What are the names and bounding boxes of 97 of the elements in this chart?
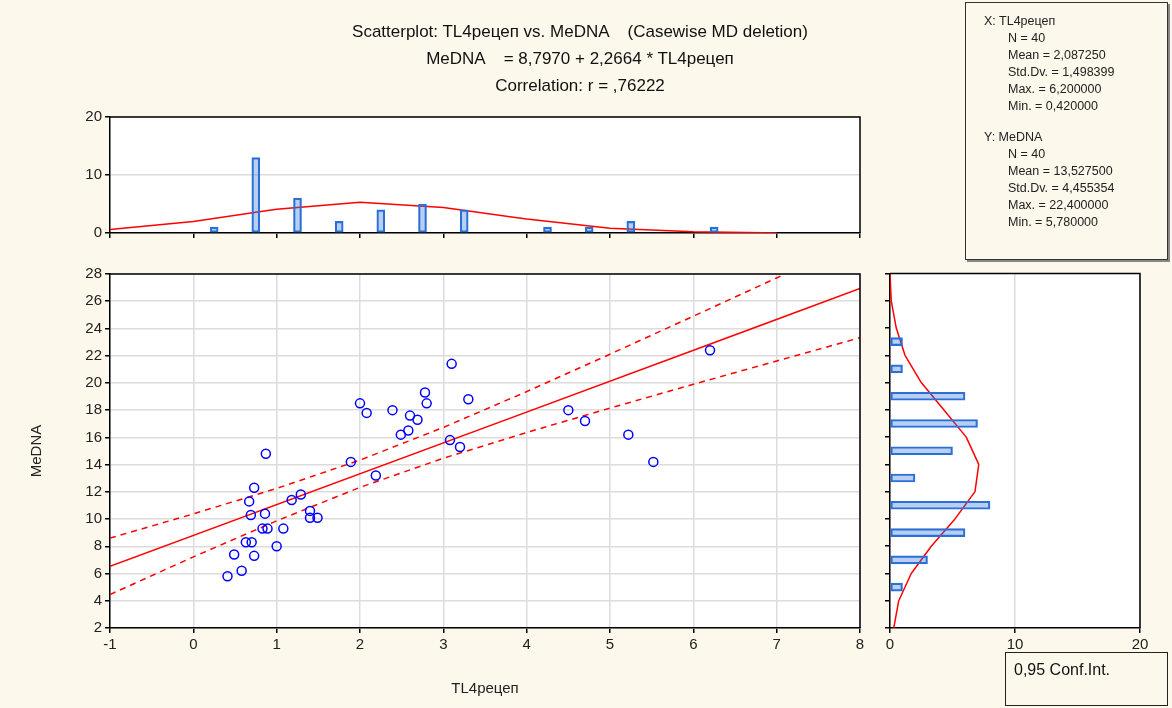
point	[259, 508, 271, 519]
point	[286, 494, 297, 506]
point	[228, 549, 240, 560]
bar	[890, 555, 928, 565]
y-tick-label: 12	[85, 481, 102, 499]
point	[404, 410, 416, 421]
point	[361, 407, 372, 419]
bar	[890, 473, 916, 483]
x-tick-label: 3	[439, 635, 448, 653]
bar	[890, 391, 966, 401]
text: Std.Dv. = 4,455354	[1007, 180, 1116, 197]
x-tick-label: 4	[522, 635, 531, 653]
chart-subtitle: MeDNA = 8,7970 + 2,2664 * TL4рецеп	[425, 48, 735, 70]
x-tick-label: -1	[103, 635, 117, 653]
point	[387, 404, 398, 416]
text: X: TL4рецеп	[983, 13, 1057, 30]
point	[248, 550, 260, 562]
y-tick-label: 18	[85, 400, 102, 418]
x-tick-label: 10	[1006, 635, 1024, 653]
x-tick-label: 2	[355, 635, 365, 653]
point	[354, 398, 366, 409]
point	[271, 541, 282, 552]
point	[403, 425, 414, 436]
x-tick-label: 7	[772, 635, 781, 653]
x-tick-label: 6	[689, 635, 698, 653]
y-tick-label: 24	[85, 318, 102, 336]
y-tick-label: 20	[85, 373, 102, 391]
bar	[890, 446, 953, 456]
point	[257, 523, 268, 534]
y-tick-label: 4	[93, 590, 102, 608]
text: N = 40	[1007, 30, 1047, 47]
point	[563, 404, 574, 416]
y-tick-label: 26	[85, 291, 102, 309]
chart-title: Scatterplot: TL4рецеп vs. MeDNA (Casewise MD deletion)	[351, 21, 809, 43]
bar	[251, 157, 261, 233]
point	[245, 509, 257, 521]
point	[412, 414, 423, 425]
point	[312, 512, 323, 523]
point	[446, 358, 457, 370]
text: N = 40	[1007, 146, 1047, 163]
y-tick-label: 10	[85, 165, 102, 183]
y-tick-label: 28	[85, 264, 102, 282]
y-axis-title: MeDNA	[27, 424, 45, 478]
x-tick-label: 8	[855, 635, 865, 653]
point	[648, 456, 659, 468]
point	[704, 345, 716, 356]
point	[236, 565, 247, 577]
bar	[890, 500, 991, 510]
y-tick-label: 2	[93, 618, 102, 636]
text: 0,95 Conf.Int.	[1005, 652, 1168, 706]
point	[623, 429, 634, 440]
point	[395, 429, 407, 440]
y-tick-label: 22	[85, 345, 102, 363]
y-tick-label: 6	[93, 563, 102, 581]
point	[243, 496, 255, 507]
point	[444, 434, 456, 446]
text: Max. = 6,200000	[1007, 81, 1103, 98]
point	[262, 523, 273, 534]
point	[370, 470, 382, 481]
point	[454, 441, 466, 453]
text: Y: MeDNA	[983, 129, 1044, 146]
point	[278, 523, 289, 534]
point	[421, 398, 432, 409]
point	[260, 448, 272, 459]
x-tick-label: 20	[1131, 635, 1149, 653]
text: Std.Dv. = 1,498399	[1007, 64, 1116, 81]
bar	[376, 209, 386, 233]
x-axis-title: TL4рецеп	[451, 679, 519, 697]
point	[222, 571, 233, 582]
y-tick-label: 20	[85, 107, 102, 125]
point	[240, 536, 252, 548]
point	[419, 387, 431, 398]
text: Mean = 13,527500	[1007, 163, 1114, 180]
y-tick-label: 14	[85, 454, 102, 472]
line-series	[110, 336, 860, 596]
x-tick-label: 5	[605, 635, 615, 653]
text: Min. = 0,420000	[1007, 98, 1099, 115]
y-tick-label: 16	[85, 427, 102, 445]
point	[295, 489, 307, 500]
point	[463, 394, 474, 405]
x-tick-label: 0	[189, 635, 198, 653]
y-tick-label: 0	[93, 223, 102, 241]
point	[304, 505, 316, 517]
point	[304, 512, 316, 523]
y-tick-label: 10	[85, 509, 102, 527]
point	[246, 536, 257, 548]
text: Max. = 22,400000	[1007, 197, 1110, 214]
point	[579, 415, 591, 427]
text: Min. = 5,780000	[1007, 214, 1099, 231]
point	[248, 482, 260, 494]
x-tick-label: 1	[272, 635, 281, 653]
point	[345, 456, 357, 468]
x-tick-label: 0	[885, 635, 895, 653]
text: Correlation: r = ,76222	[494, 75, 666, 97]
text: Mean = 2,087250	[1007, 47, 1107, 64]
y-tick-label: 8	[93, 536, 102, 554]
bar	[459, 209, 469, 233]
